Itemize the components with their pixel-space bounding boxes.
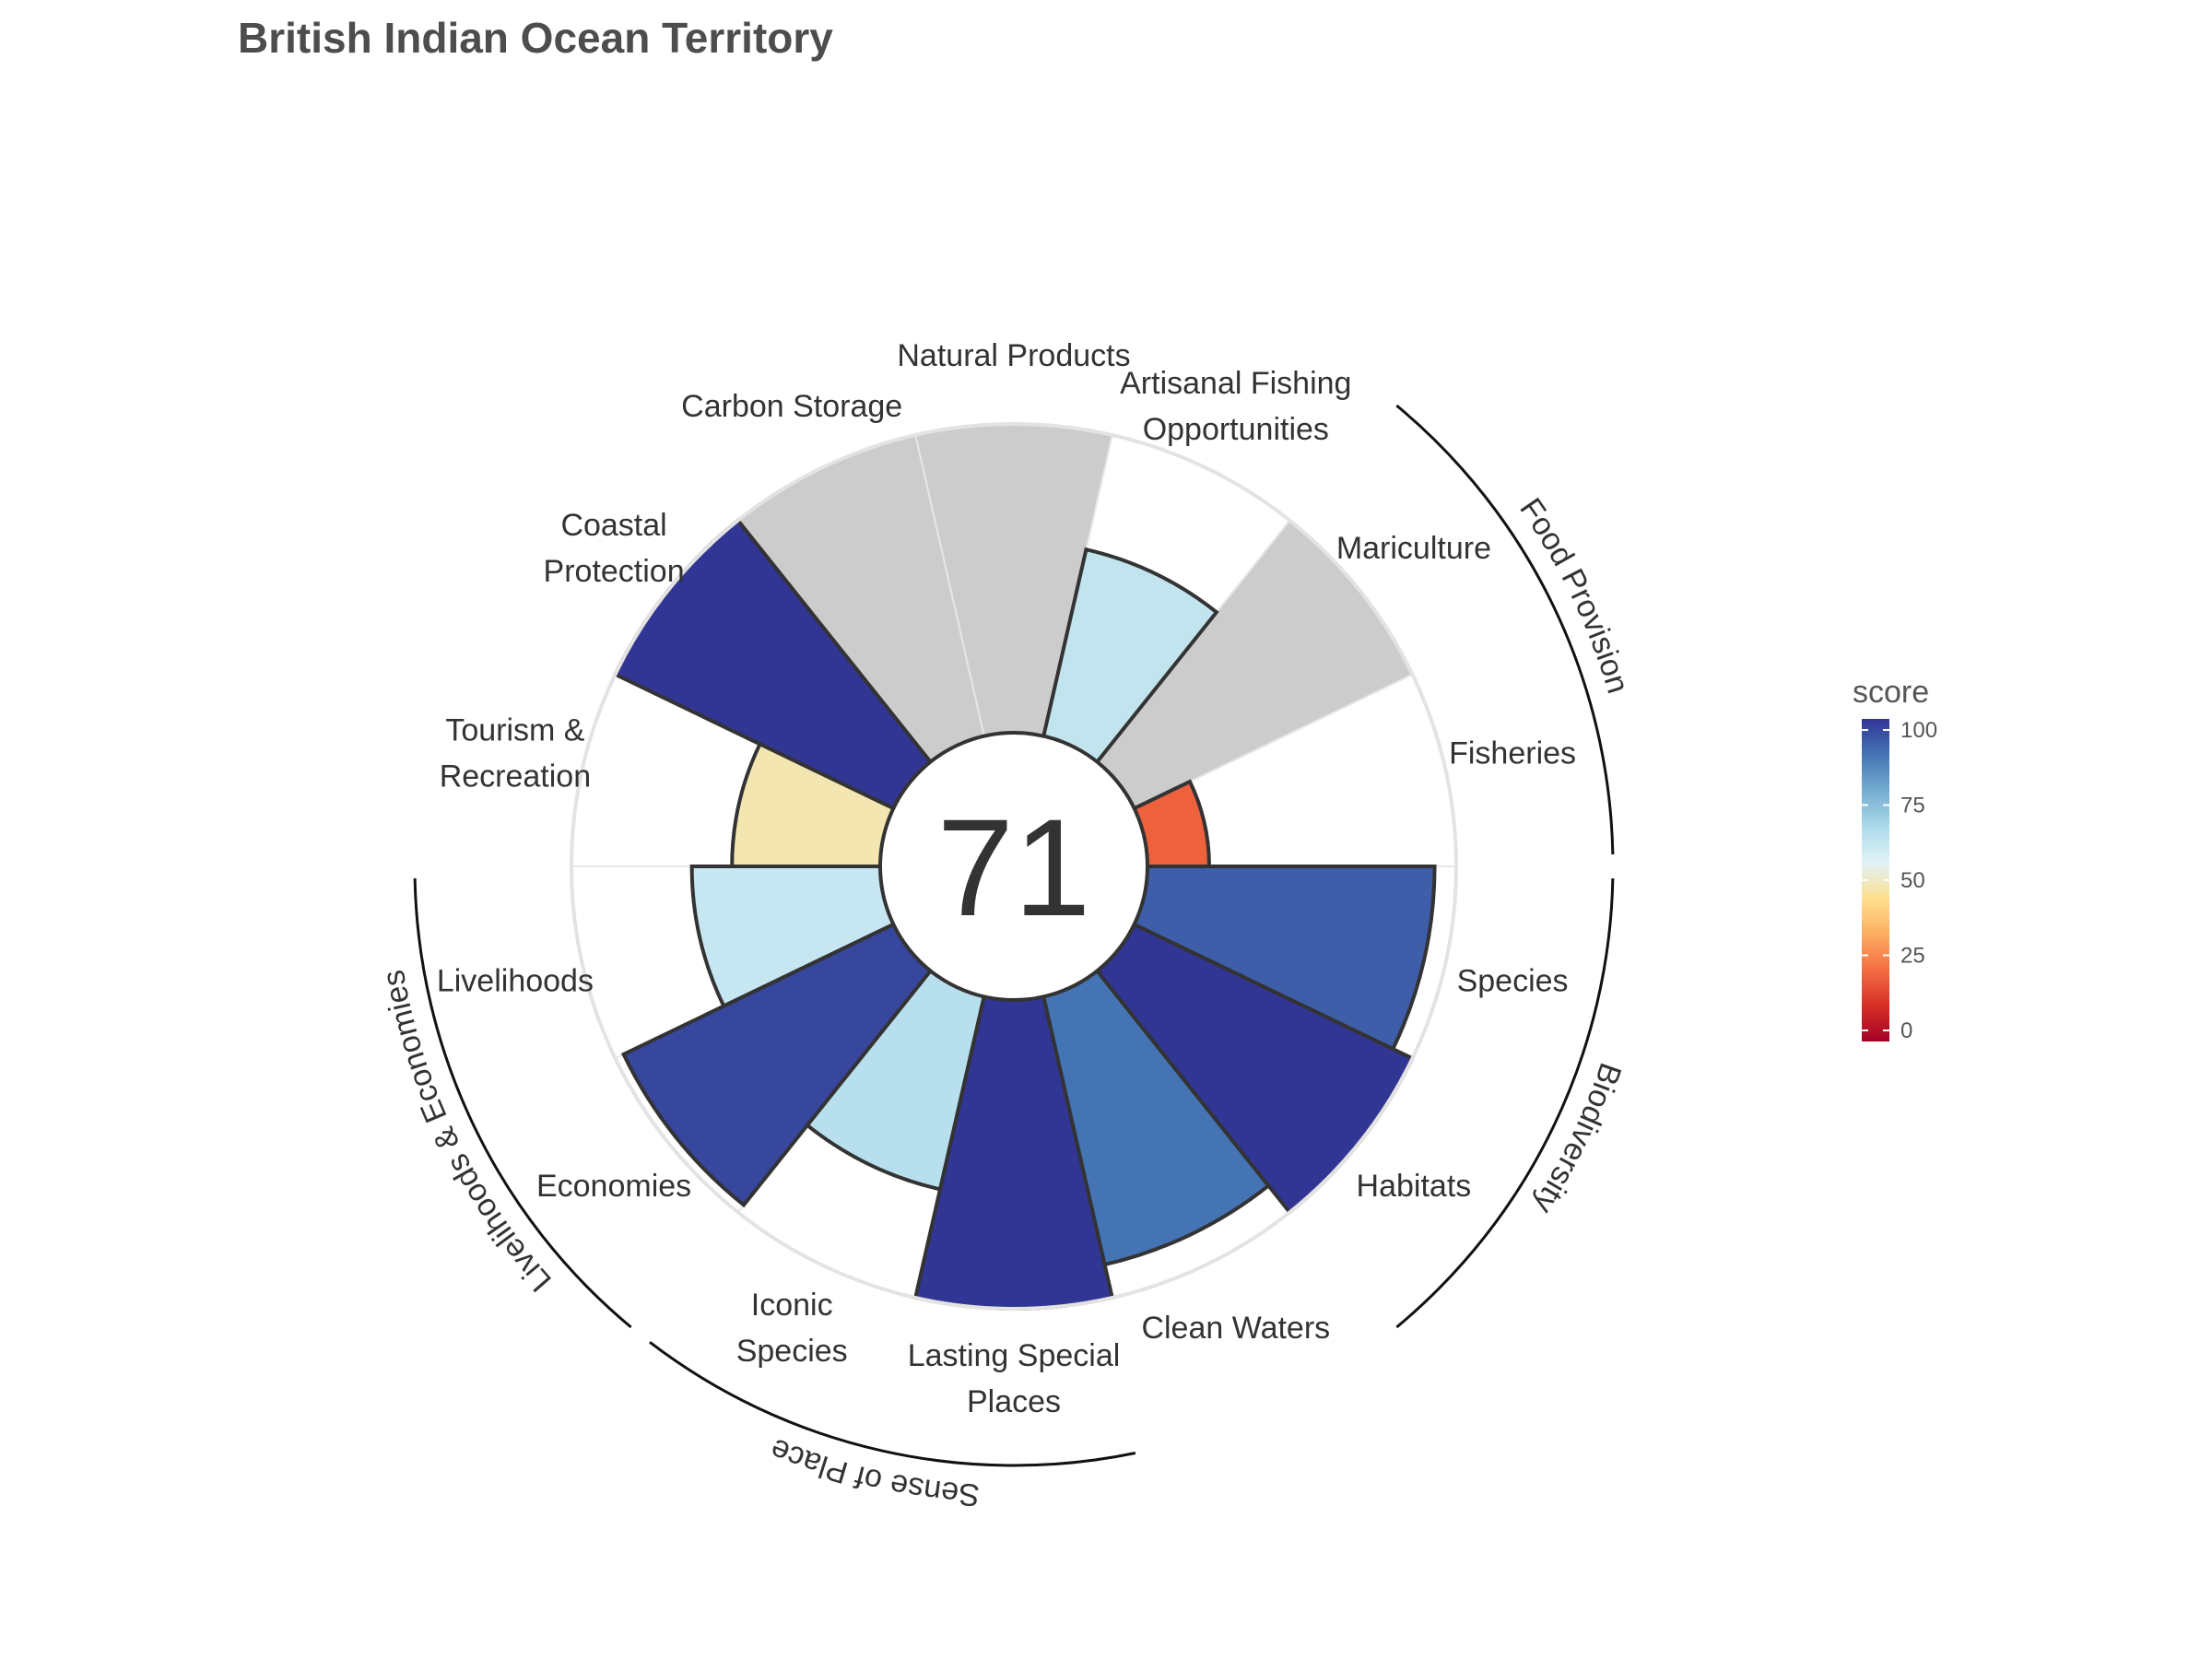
legend-tick-label: 50 — [1900, 868, 1925, 893]
group-arc-food-provision — [1395, 404, 1615, 855]
group-label-text: Food Provision — [1512, 492, 1635, 698]
group-label-food-provision: Food Provision — [1512, 492, 1635, 698]
label-line: Opportunities — [1143, 412, 1329, 447]
legend-tick-label: 100 — [1900, 718, 1937, 743]
label-line: Livelihoods — [437, 963, 594, 998]
label-mariculture: Mariculture — [1336, 531, 1491, 566]
group-arc-livelihoods-economies — [413, 877, 632, 1329]
label-line: Coastal — [560, 508, 666, 543]
legend-tick-label: 25 — [1900, 944, 1925, 969]
petal-artisanal-fishing-opportunities — [1041, 547, 1219, 765]
group-label-text: Sense of Place — [765, 1431, 981, 1512]
label-line: Fisheries — [1449, 736, 1576, 771]
label-line: Lasting Special — [908, 1338, 1121, 1373]
label-clean-waters: Clean Waters — [1141, 1311, 1330, 1346]
legend-tick-label: 75 — [1900, 794, 1925, 818]
label-line: Clean Waters — [1141, 1311, 1330, 1346]
group-label-sense-of-place: Sense of Place — [765, 1431, 981, 1512]
group-arc-biodiversity — [1395, 877, 1615, 1329]
label-habitats: Habitats — [1357, 1169, 1472, 1204]
label-species: Species — [1457, 963, 1569, 998]
label-line: Iconic — [751, 1288, 833, 1323]
label-line: Species — [1457, 963, 1569, 998]
label-line: Carbon Storage — [681, 389, 902, 424]
petal-economies — [620, 922, 934, 1208]
petal-labels: Fisheries Mariculture Artisanal Fishing Opp… — [437, 338, 1576, 1419]
label-economies: Economies — [536, 1169, 691, 1204]
label-line: Artisanal Fishing — [1120, 366, 1351, 401]
grid-circle — [570, 422, 1458, 1311]
center-score-circle: 71 — [878, 731, 1149, 1002]
label-lasting-special-places: Lasting Special Places — [908, 1338, 1121, 1419]
legend-tick-label: 0 — [1900, 1018, 1912, 1043]
group-label-biodiversity: Biodiversity — [1526, 1058, 1628, 1219]
label-tourism-recreation: Tourism & Recreation — [440, 713, 591, 794]
label-line: Tourism & — [445, 713, 584, 748]
label-line: Mariculture — [1336, 531, 1491, 566]
label-natural-products: Natural Products — [897, 338, 1130, 373]
petal-species — [1132, 865, 1437, 1052]
label-iconic-species: Iconic Species — [736, 1288, 848, 1369]
label-line: Habitats — [1357, 1169, 1472, 1204]
group-label-text: Livelihoods & Economies — [376, 968, 559, 1299]
label-livelihoods: Livelihoods — [437, 963, 594, 998]
petal-layer — [612, 517, 1437, 1312]
label-fisheries: Fisheries — [1449, 736, 1576, 771]
label-line: Species — [736, 1334, 848, 1369]
label-line: Economies — [536, 1169, 691, 1204]
label-line: Protection — [544, 554, 685, 589]
outer-grid-circle — [570, 422, 1458, 1311]
group-arc-sense-of-place — [649, 1340, 1136, 1467]
color-legend: score 100 75 50 25 0 — [1853, 675, 1937, 1043]
overall-score: 71 — [937, 790, 1091, 945]
legend-title: score — [1853, 675, 1929, 710]
label-line: Natural Products — [897, 338, 1130, 373]
label-carbon-storage: Carbon Storage — [681, 389, 902, 424]
group-label-text: Biodiversity — [1526, 1058, 1628, 1219]
group-label-livelihoods-economies: Livelihoods & Economies — [376, 968, 559, 1299]
petal-fisheries — [1132, 779, 1212, 868]
label-coastal-protection: Coastal Protection — [544, 508, 685, 589]
center-circle — [878, 731, 1149, 1002]
label-line: Places — [967, 1384, 1061, 1419]
label-artisanal-fishing-opportunities: Artisanal Fishing Opportunities — [1120, 366, 1351, 447]
label-line: Recreation — [440, 759, 591, 794]
chart-title: British Indian Ocean Territory — [238, 14, 833, 62]
